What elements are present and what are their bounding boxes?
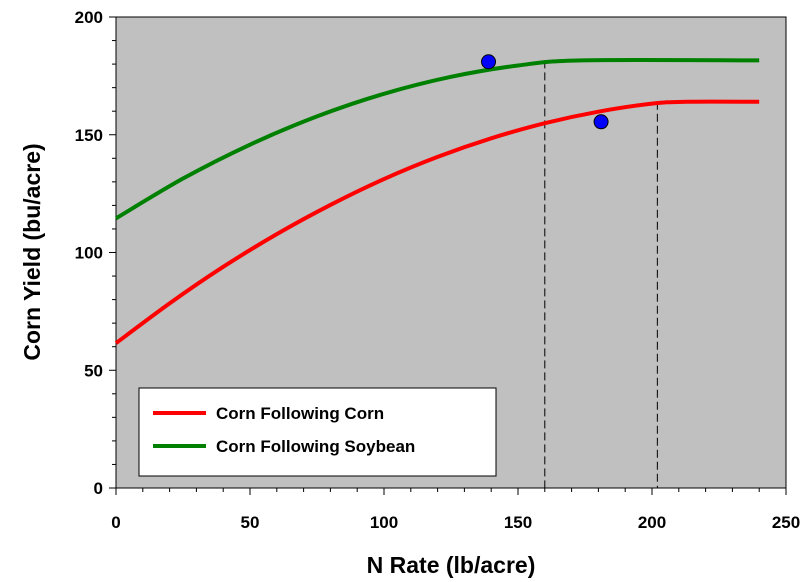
y-tick-label: 0 bbox=[94, 479, 103, 498]
y-axis-title: Corn Yield (bu/acre) bbox=[19, 143, 45, 360]
x-axis-title: N Rate (lb/acre) bbox=[367, 552, 536, 578]
y-tick-label: 100 bbox=[75, 244, 103, 263]
x-tick-label: 50 bbox=[241, 513, 260, 532]
x-tick-label: 150 bbox=[504, 513, 532, 532]
x-tick-label: 0 bbox=[111, 513, 120, 532]
legend-label-series-1: Corn Following Corn bbox=[216, 404, 384, 423]
y-tick-label: 200 bbox=[75, 8, 103, 27]
y-tick-label: 150 bbox=[75, 126, 103, 145]
y-tick-label: 50 bbox=[84, 361, 103, 380]
x-axis: 0 50 100 150 200 250 bbox=[111, 488, 800, 532]
y-axis: 0 50 100 150 200 bbox=[75, 8, 116, 498]
x-tick-label: 100 bbox=[370, 513, 398, 532]
series-marker-2 bbox=[482, 55, 496, 69]
legend-box bbox=[139, 388, 496, 476]
legend: Corn Following Corn Corn Following Soybe… bbox=[139, 388, 496, 476]
x-tick-label: 200 bbox=[638, 513, 666, 532]
x-tick-label: 250 bbox=[772, 513, 800, 532]
series-marker-1 bbox=[594, 115, 608, 129]
legend-label-series-2: Corn Following Soybean bbox=[216, 437, 415, 456]
